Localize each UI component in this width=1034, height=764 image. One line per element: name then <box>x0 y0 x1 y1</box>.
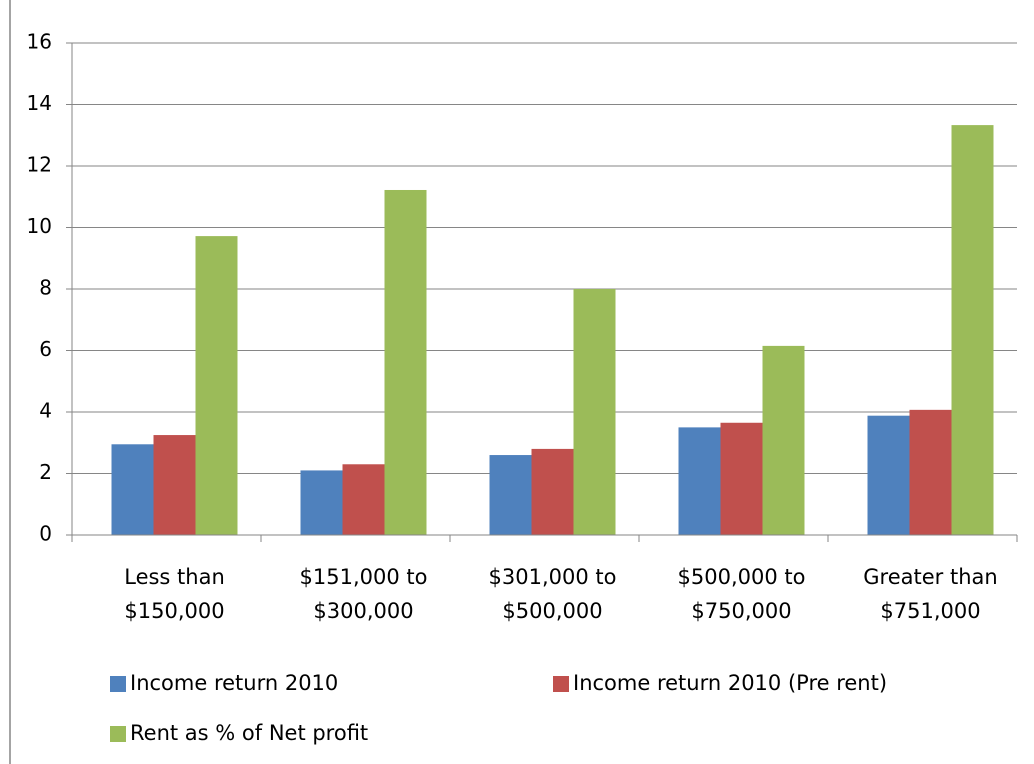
legend-swatch <box>553 676 569 692</box>
y-tick-label: 12 <box>27 153 52 177</box>
x-tick-label: $500,000 to $750,000 <box>677 565 806 623</box>
bar <box>951 125 994 535</box>
bar <box>153 435 196 535</box>
bar <box>867 415 910 535</box>
y-tick-label: 2 <box>39 460 52 484</box>
bar <box>573 289 616 535</box>
x-tick-label: $301,000 to $500,000 <box>488 565 617 623</box>
chart-border <box>9 0 11 764</box>
x-tick-label: $151,000 to $300,000 <box>299 565 428 623</box>
bar <box>720 422 763 535</box>
bar <box>762 345 805 535</box>
bar <box>111 444 154 535</box>
bar <box>384 189 427 536</box>
legend-swatch <box>110 676 126 692</box>
legend-label: Rent as % of Net profit <box>130 721 369 745</box>
y-tick-label: 4 <box>39 399 52 423</box>
bar <box>678 427 721 535</box>
legend-label: Income return 2010 <box>130 671 339 695</box>
bar <box>342 464 385 535</box>
legend-swatch <box>110 726 126 742</box>
y-tick-label: 8 <box>39 276 52 300</box>
x-tick-label: Less than $150,000 <box>124 565 225 623</box>
y-tick-label: 0 <box>39 522 52 546</box>
y-tick-label: 14 <box>27 91 52 115</box>
bar <box>195 236 238 536</box>
bar <box>300 470 343 535</box>
legend-label: Income return 2010 (Pre rent) <box>573 671 888 695</box>
y-tick-label: 16 <box>27 30 52 54</box>
y-tick-label: 6 <box>39 337 52 361</box>
bar <box>489 455 532 535</box>
bar <box>531 448 574 535</box>
bar <box>909 409 952 535</box>
x-tick-label: Greater than $751,000 <box>863 565 998 623</box>
y-tick-label: 10 <box>27 214 52 238</box>
